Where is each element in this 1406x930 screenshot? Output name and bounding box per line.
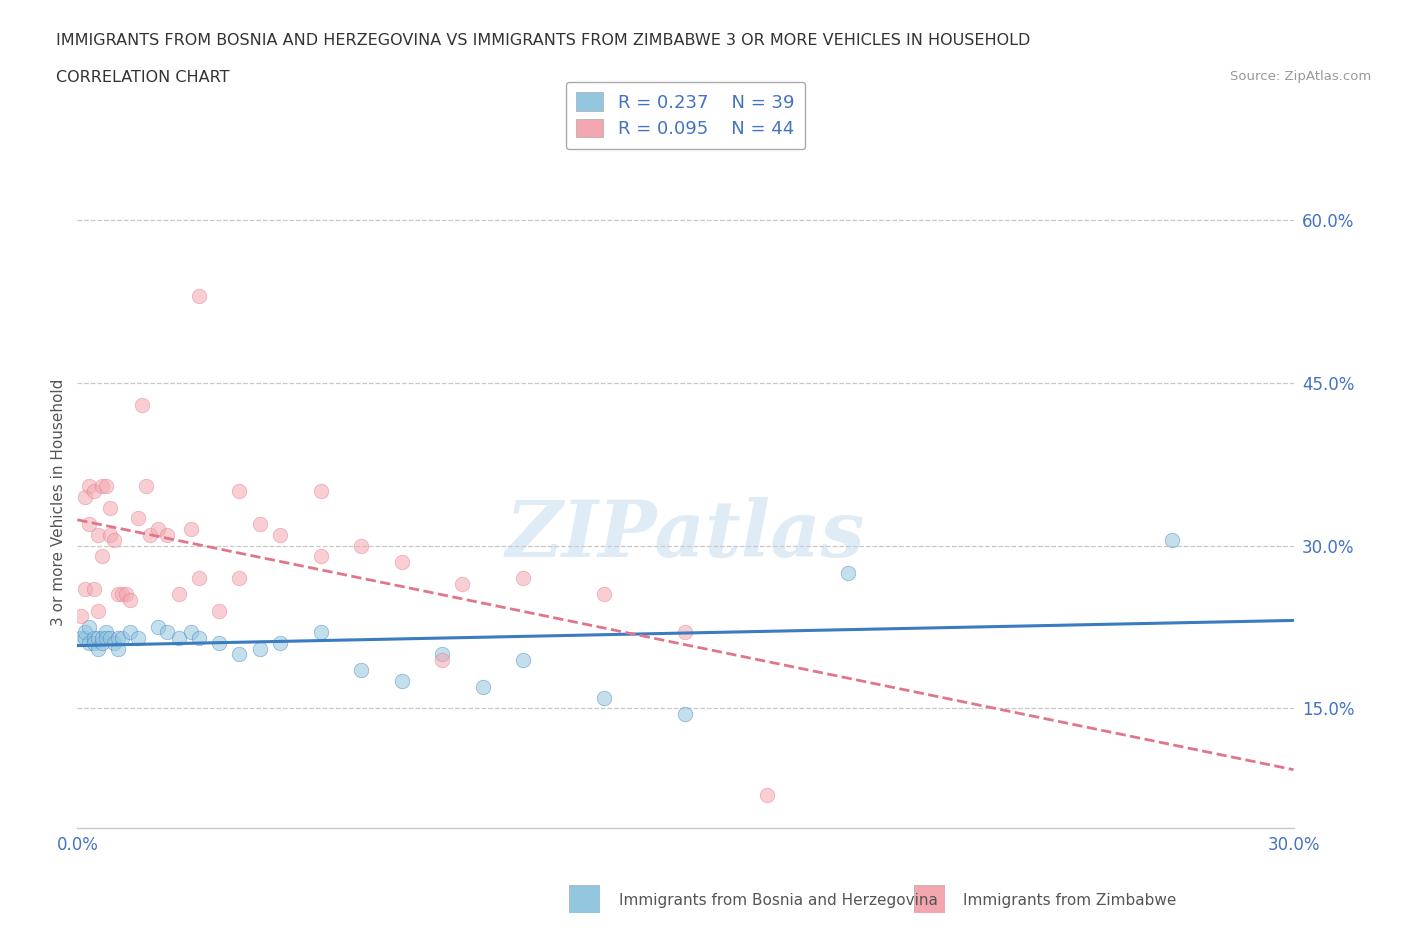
Point (75, 631, 97, 645)
Point (90, 636, 112, 651)
Point (83, 484, 105, 498)
Point (83, 631, 105, 645)
Point (98, 527, 121, 542)
Point (593, 690, 616, 705)
Point (350, 538, 373, 553)
Point (79, 619, 101, 634)
Point (249, 516, 271, 531)
Point (127, 512, 149, 526)
Point (94, 631, 117, 645)
Point (79, 516, 101, 531)
Point (107, 631, 129, 645)
Point (167, 631, 190, 645)
Text: ZIPatlas: ZIPatlas (506, 497, 865, 573)
Point (228, 571, 250, 586)
Point (127, 631, 149, 645)
Point (471, 679, 494, 694)
Point (70, 631, 93, 645)
Point (131, 397, 153, 412)
Point (430, 652, 453, 667)
Point (755, 788, 778, 803)
Point (208, 636, 231, 651)
Point (83, 581, 105, 596)
Point (139, 527, 162, 542)
Point (103, 533, 125, 548)
Legend: R = 0.237    N = 39, R = 0.095    N = 44: R = 0.237 N = 39, R = 0.095 N = 44 (565, 82, 806, 149)
Point (593, 587, 616, 602)
Point (309, 625, 332, 640)
Point (79, 479, 101, 494)
Text: CORRELATION CHART: CORRELATION CHART (56, 70, 229, 85)
Point (430, 646, 453, 661)
Point (269, 636, 291, 651)
Point (837, 565, 859, 580)
Point (188, 631, 211, 645)
Point (90, 631, 112, 645)
Point (180, 522, 202, 537)
Text: IMMIGRANTS FROM BOSNIA AND HERZEGOVINA VS IMMIGRANTS FROM ZIMBABWE 3 OR MORE VEH: IMMIGRANTS FROM BOSNIA AND HERZEGOVINA V… (56, 33, 1031, 47)
Point (98, 631, 121, 645)
Y-axis label: 3 or more Vehicles in Household: 3 or more Vehicles in Household (51, 379, 66, 626)
Point (90, 549, 112, 564)
Point (75, 625, 97, 640)
Point (309, 549, 332, 564)
Point (180, 625, 202, 640)
Point (107, 642, 129, 657)
Point (135, 479, 157, 494)
Point (391, 554, 413, 569)
Point (155, 625, 177, 640)
Point (148, 619, 170, 634)
Point (98, 500, 121, 515)
Text: Source: ZipAtlas.com: Source: ZipAtlas.com (1230, 70, 1371, 83)
Point (512, 571, 534, 586)
Point (208, 604, 231, 618)
Point (1161, 533, 1184, 548)
Point (188, 288, 211, 303)
Point (228, 646, 250, 661)
Point (111, 587, 134, 602)
Point (675, 625, 697, 640)
Point (103, 636, 125, 651)
Point (86, 604, 108, 618)
Text: Immigrants from Bosnia and Herzegovina: Immigrants from Bosnia and Herzegovina (619, 893, 938, 908)
Point (115, 587, 138, 602)
Point (94, 479, 117, 494)
Point (148, 522, 170, 537)
Point (79, 636, 101, 651)
Text: Immigrants from Zimbabwe: Immigrants from Zimbabwe (963, 893, 1177, 908)
Point (391, 673, 413, 688)
Point (107, 587, 129, 602)
Point (350, 663, 373, 678)
Point (118, 625, 141, 640)
Point (309, 484, 332, 498)
Point (75, 581, 97, 596)
Point (86, 631, 108, 645)
Point (70, 609, 93, 624)
Point (75, 489, 97, 504)
Point (269, 527, 291, 542)
Point (228, 484, 250, 498)
Point (86, 642, 108, 657)
Point (90, 479, 112, 494)
Point (451, 576, 474, 591)
Point (83, 636, 105, 651)
Point (118, 592, 141, 607)
Point (155, 527, 177, 542)
Point (86, 527, 108, 542)
Point (111, 631, 134, 645)
Point (675, 707, 697, 722)
Point (249, 642, 271, 657)
Point (167, 587, 190, 602)
Point (512, 652, 534, 667)
Point (94, 625, 117, 640)
Point (188, 571, 211, 586)
